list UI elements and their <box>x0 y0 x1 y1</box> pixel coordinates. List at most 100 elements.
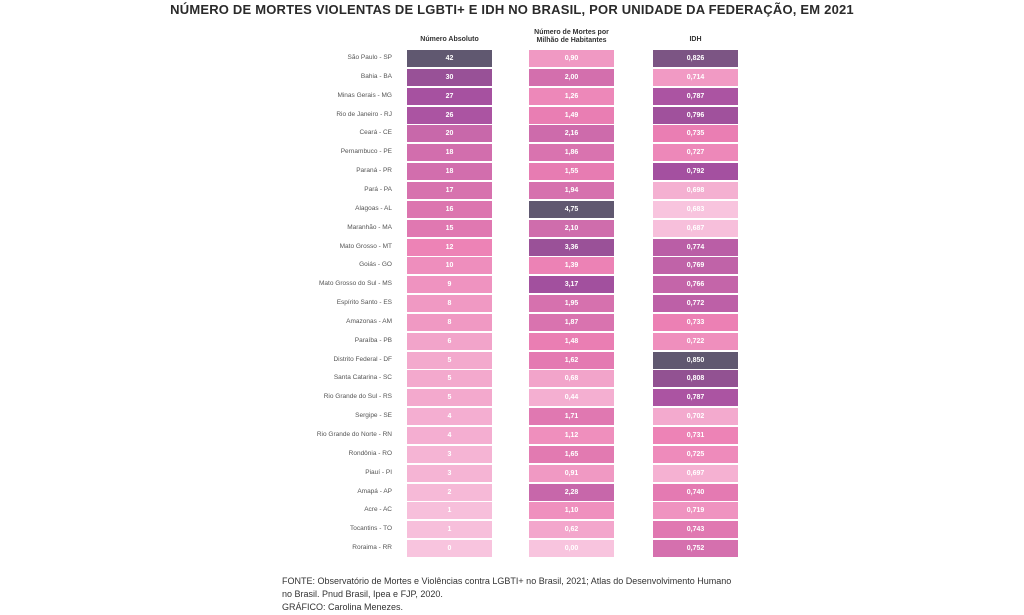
cell-rate: 1,94 <box>529 181 614 199</box>
cell-abs: 5 <box>407 389 492 407</box>
cell-abs: 27 <box>407 87 492 105</box>
cell-abs: 16 <box>407 200 492 218</box>
cell-abs: 2 <box>407 483 492 501</box>
cell-idh: 0,714 <box>653 68 738 86</box>
cell-rate: 1,95 <box>529 295 614 313</box>
cell-rate: 1,71 <box>529 408 614 426</box>
cell-rate: 2,28 <box>529 483 614 501</box>
cell-idh: 0,792 <box>653 163 738 181</box>
cell-idh: 0,683 <box>653 200 738 218</box>
column-header-absolute: Número Absoluto <box>420 36 479 43</box>
cell-abs: 42 <box>407 50 492 67</box>
cell-idh: 0,697 <box>653 464 738 482</box>
cell-idh: 0,826 <box>653 50 738 67</box>
cell-idh: 0,808 <box>653 370 738 388</box>
cell-rate: 3,17 <box>529 276 614 294</box>
cell-abs: 5 <box>407 370 492 388</box>
cell-rate: 0,91 <box>529 464 614 482</box>
cell-idh: 0,731 <box>653 427 738 444</box>
cell-rate: 1,86 <box>529 144 614 162</box>
cell-idh: 0,702 <box>653 408 738 426</box>
cell-abs: 1 <box>407 502 492 520</box>
cell-abs: 5 <box>407 351 492 369</box>
cell-rate: 0,00 <box>529 540 614 558</box>
cell-idh: 0,850 <box>653 351 738 369</box>
cell-rate: 0,68 <box>529 370 614 388</box>
cell-idh: 0,722 <box>653 332 738 350</box>
cell-abs: 4 <box>407 427 492 444</box>
cell-abs: 8 <box>407 295 492 313</box>
cell-rate: 3,36 <box>529 238 614 256</box>
row-label: Pernambuco - PE <box>340 148 392 156</box>
cell-abs: 12 <box>407 238 492 256</box>
row-label: Piauí - PI <box>365 468 392 476</box>
cell-abs: 3 <box>407 445 492 463</box>
row-label: Tocantins - TO <box>349 525 392 533</box>
cell-abs: 18 <box>407 144 492 162</box>
cell-idh: 0,698 <box>653 181 738 199</box>
footer-credit: GRÁFICO: Carolina Menezes. <box>282 602 404 612</box>
cell-idh: 0,733 <box>653 313 738 331</box>
row-label: Rio Grande do Norte - RN <box>316 431 392 438</box>
row-label: Paraíba - PB <box>354 336 392 344</box>
row-label: Pará - PA <box>364 185 392 193</box>
cell-rate: 1,62 <box>529 351 614 369</box>
cell-rate: 1,49 <box>529 106 614 124</box>
row-label: Acre - AC <box>364 506 392 514</box>
cell-abs: 9 <box>407 276 492 294</box>
cell-idh: 0,725 <box>653 445 738 463</box>
cell-rate: 1,39 <box>529 257 614 275</box>
cell-rate: 1,87 <box>529 313 614 331</box>
cell-idh: 0,719 <box>653 502 738 520</box>
cell-idh: 0,787 <box>653 389 738 407</box>
cell-rate: 2,16 <box>529 125 614 143</box>
row-label: Roraima - RR <box>352 544 392 552</box>
row-label: São Paulo - SP <box>347 54 392 61</box>
cell-rate: 2,00 <box>529 68 614 86</box>
row-label: Bahia - BA <box>360 72 392 80</box>
cell-idh: 0,766 <box>653 276 738 294</box>
row-label: Espírito Santo - ES <box>336 299 392 307</box>
footer-source-line-2: no Brasil. Pnud Brasil, Ipea e FJP, 2020… <box>282 589 443 599</box>
cell-rate: 1,10 <box>529 502 614 520</box>
cell-abs: 10 <box>407 257 492 275</box>
row-label: Rio de Janeiro - RJ <box>336 110 392 118</box>
cell-abs: 1 <box>407 521 492 539</box>
row-label: Amazonas - AM <box>346 317 392 325</box>
row-label: Maranhão - MA <box>347 223 392 231</box>
cell-idh: 0,772 <box>653 295 738 313</box>
row-label: Amapá - AP <box>357 487 392 495</box>
cell-rate: 4,75 <box>529 200 614 218</box>
cell-abs: 6 <box>407 332 492 350</box>
cell-idh: 0,796 <box>653 106 738 124</box>
row-label: Minas Gerais - MG <box>337 91 392 99</box>
row-label: Goiás - GO <box>359 261 392 269</box>
cell-abs: 15 <box>407 219 492 237</box>
cell-rate: 0,90 <box>529 50 614 67</box>
cell-abs: 0 <box>407 540 492 558</box>
footer-source-line-1: FONTE: Observatório de Mortes e Violênci… <box>282 576 732 586</box>
cell-idh: 0,727 <box>653 144 738 162</box>
cell-rate: 0,62 <box>529 521 614 539</box>
cell-abs: 8 <box>407 313 492 331</box>
cell-rate: 1,55 <box>529 163 614 181</box>
cell-idh: 0,687 <box>653 219 738 237</box>
row-label: Santa Catarina - SC <box>333 374 392 382</box>
row-label: Mato Grosso do Sul - MS <box>319 280 392 288</box>
cell-abs: 20 <box>407 125 492 143</box>
row-label: Alagoas - AL <box>355 204 392 212</box>
row-label: Rondônia - RO <box>348 449 392 457</box>
cell-rate: 2,10 <box>529 219 614 237</box>
cell-abs: 3 <box>407 464 492 482</box>
cell-abs: 30 <box>407 68 492 86</box>
row-label: Paraná - PR <box>356 167 392 175</box>
cell-rate: 1,26 <box>529 87 614 105</box>
chart-title: NÚMERO DE MORTES VIOLENTAS DE LGBTI+ E I… <box>170 2 854 17</box>
cell-abs: 4 <box>407 408 492 426</box>
footer: FONTE: Observatório de Mortes e Violênci… <box>282 575 802 614</box>
row-label: Sergipe - SE <box>355 412 392 420</box>
cell-abs: 26 <box>407 106 492 124</box>
cell-idh: 0,735 <box>653 125 738 143</box>
column-header-rate: Número de Mortes por Milhão de Habitante… <box>534 29 609 44</box>
column-header-idh: IDH <box>689 36 702 43</box>
